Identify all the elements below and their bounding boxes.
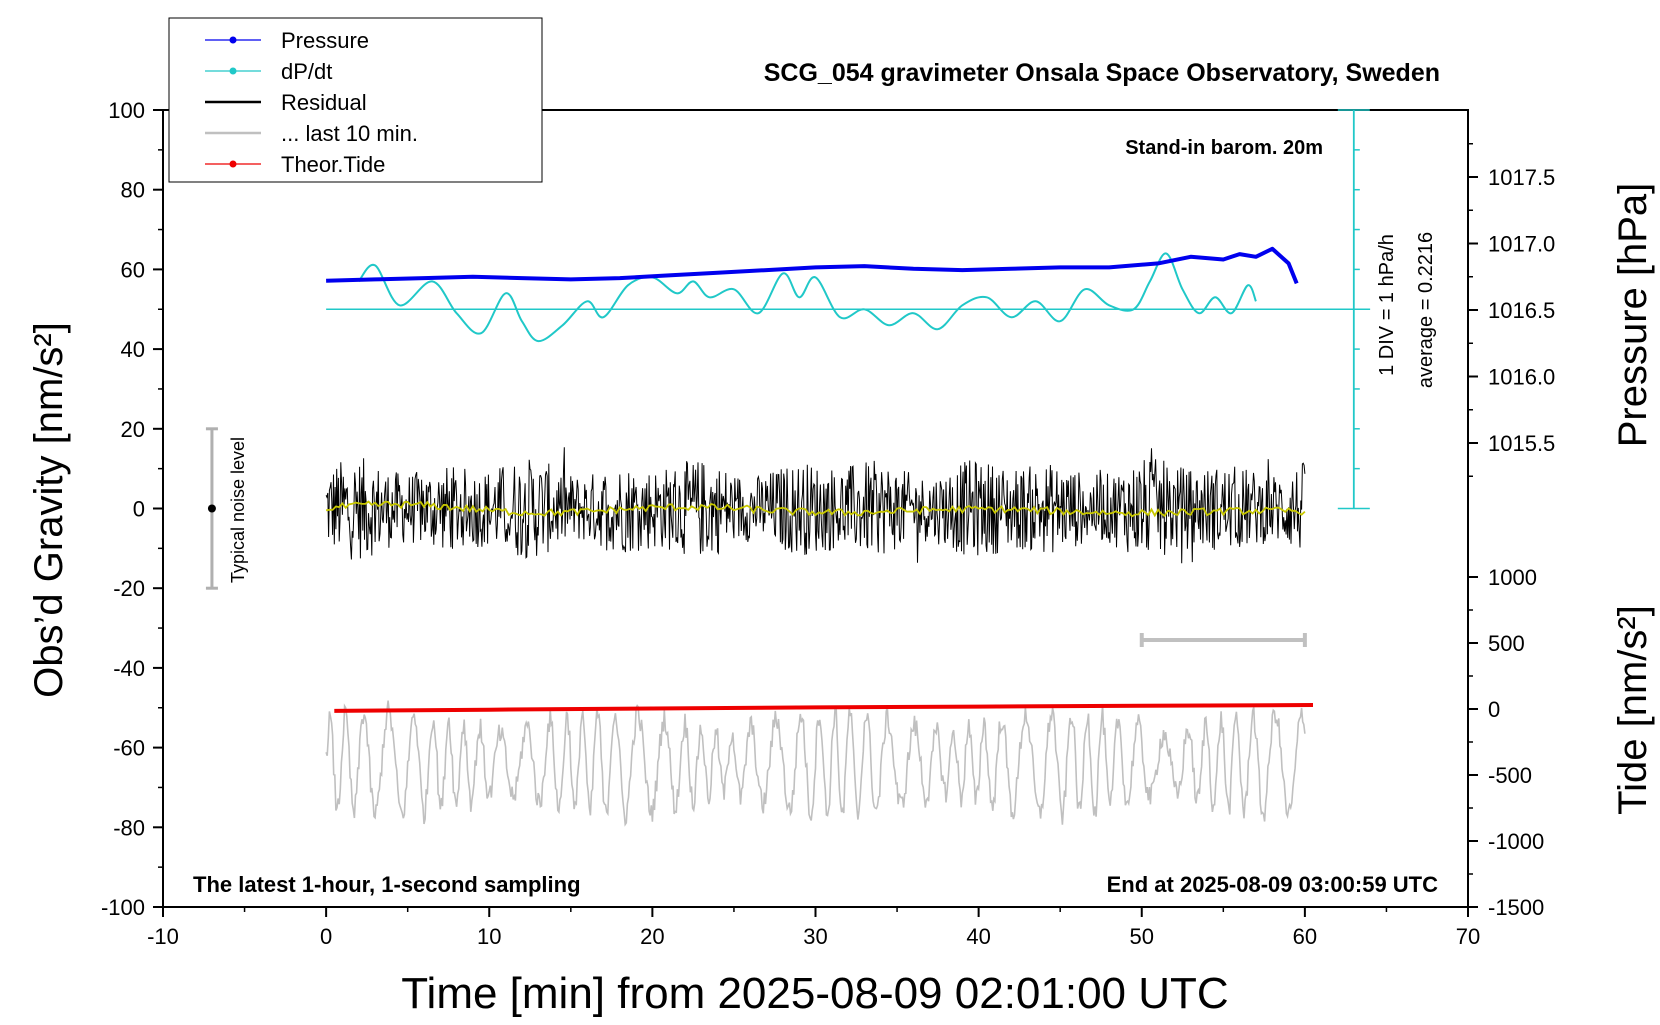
legend-marker	[229, 160, 237, 168]
y-tick-label: 20	[121, 417, 145, 442]
y-tick-label: -40	[113, 656, 145, 681]
pressure-tick-label: 1016.5	[1488, 298, 1555, 323]
x-tick-label: 10	[477, 924, 501, 949]
dpdt-series	[326, 252, 1371, 343]
chart-title: SCG_054 gravimeter Onsala Space Observat…	[764, 59, 1440, 87]
legend-marker	[229, 67, 237, 75]
legend-marker	[229, 36, 237, 44]
y-axis-label: Obs’d Gravity [nm/s²]	[27, 322, 71, 698]
pressure-tick-label: 1016.0	[1488, 365, 1555, 390]
barometer-note: Stand-in barom. 20m	[1125, 137, 1323, 159]
pressure-tick-label: 1017.5	[1488, 165, 1555, 190]
noise-label: Typical noise level	[228, 437, 248, 583]
x-tick-label: 50	[1130, 924, 1154, 949]
x-tick-label: 40	[966, 924, 990, 949]
last-10-min-bar	[1139, 633, 1307, 648]
x-tick-label: 0	[320, 924, 332, 949]
legend-label: Pressure	[281, 28, 369, 53]
dpdt-scale-label: 1 DIV = 1 hPa/h	[1376, 234, 1398, 376]
pressure-tick-label: 1015.5	[1488, 431, 1555, 456]
tide-tick-label: 1000	[1488, 565, 1537, 590]
dpdt-average-label: average = 0.2216	[1415, 232, 1437, 388]
pressure-line	[326, 246, 1299, 285]
legend-box	[168, 17, 543, 183]
residual-smoothed-line	[325, 500, 1306, 518]
dpdt-line	[357, 252, 1257, 343]
noise-level-bar	[205, 427, 218, 590]
y-tick-label: -100	[101, 895, 145, 920]
y-tick-label: -20	[113, 576, 145, 601]
tide-tick-label: 500	[1488, 631, 1525, 656]
tide-line	[334, 703, 1314, 713]
residual-line	[325, 447, 1306, 564]
legend-items: Pressure dP/dt Residual ... last 10 min. The…	[205, 28, 418, 177]
tide-axis-ticks: -1500 -1000 -500 0 500 1000	[1468, 565, 1544, 920]
y-tick-label: 40	[121, 337, 145, 362]
tide-axis-label: Tide [nm/s²]	[1611, 605, 1655, 815]
footer-right: End at 2025-08-09 03:00:59 UTC	[1107, 872, 1438, 897]
pressure-axis-ticks: 1015.5 1016.0 1016.5 1017.0 1017.5	[1468, 143, 1555, 477]
y-tick-label: -80	[113, 815, 145, 840]
footer-left: The latest 1-hour, 1-second sampling	[193, 872, 581, 897]
tide-tick-label: -1000	[1488, 829, 1544, 854]
tide-tick-label: 0	[1488, 697, 1500, 722]
x-tick-label: 60	[1293, 924, 1317, 949]
x-axis-ticks: -10 0 10 20 30 40 50 60 70	[147, 907, 1480, 949]
y-tick-label: 100	[108, 98, 145, 123]
theoretical-tide-series	[334, 703, 1314, 713]
y-tick-label: -60	[113, 736, 145, 761]
legend-label: ... last 10 min.	[281, 121, 418, 146]
pressure-axis-label: Pressure [hPa]	[1611, 183, 1655, 448]
x-axis-label: Time [min] from 2025-08-09 02:01:00 UTC	[401, 969, 1228, 1018]
legend-label: dP/dt	[281, 59, 332, 84]
last-10-min-series	[325, 700, 1306, 827]
y-axis-ticks: -100 -80 -60 -40 -20 0 20 40 60 80 100	[101, 98, 163, 920]
y-tick-label: 60	[121, 257, 145, 282]
x-tick-label: 20	[640, 924, 664, 949]
x-tick-label: -10	[147, 924, 179, 949]
tide-tick-label: -500	[1488, 763, 1532, 788]
pressure-tick-label: 1017.0	[1488, 232, 1555, 257]
noise-bar-dot	[207, 504, 216, 513]
residual-series	[325, 447, 1306, 564]
legend: Pressure dP/dt Residual ... last 10 min. The…	[168, 17, 543, 183]
x-tick-label: 30	[803, 924, 827, 949]
y-tick-label: 0	[133, 497, 145, 522]
legend-label: Residual	[281, 90, 367, 115]
legend-label: Theor.Tide	[281, 152, 385, 177]
x-tick-label: 70	[1456, 924, 1480, 949]
last10-line	[325, 700, 1306, 827]
tide-tick-label: -1500	[1488, 895, 1544, 920]
pressure-series	[326, 246, 1299, 285]
y-tick-label: 80	[121, 178, 145, 203]
